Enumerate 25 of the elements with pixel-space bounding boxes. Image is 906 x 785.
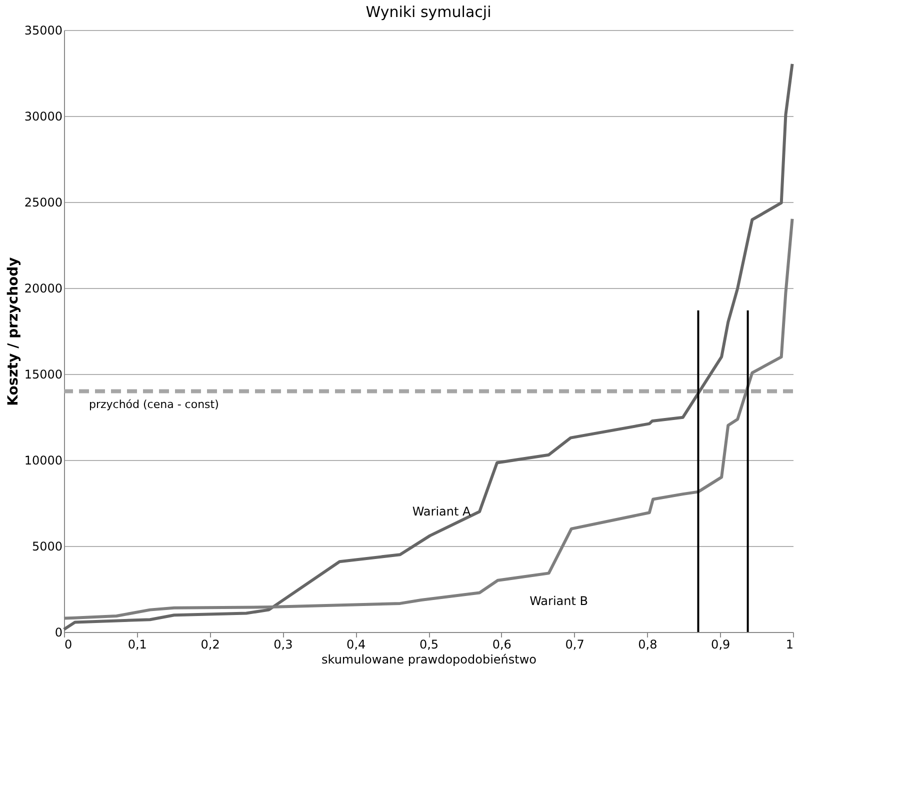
y-tick-label: 30000	[24, 110, 62, 124]
x-tick-label: 0,9	[711, 638, 730, 652]
x-tick-label: 0	[64, 638, 72, 652]
y-axis-title: Koszty / przychody	[5, 257, 22, 406]
x-tick-label: 0,7	[565, 638, 584, 652]
y-tick-label: 25000	[24, 196, 62, 210]
chart-title: Wyniki symulacji	[366, 3, 492, 21]
x-axis-title: skumulowane prawdopodobieństwo	[321, 652, 537, 666]
y-tick-label: 0	[54, 626, 62, 640]
y-tick-label: 20000	[24, 282, 62, 296]
x-tick-label: 0,8	[638, 638, 658, 652]
x-tick-label: 0,1	[128, 638, 147, 652]
y-tick-label: 5000	[32, 540, 62, 554]
y-tick-label: 10000	[24, 454, 62, 468]
x-tick-label: 0,3	[274, 638, 293, 652]
x-tick-label: 0,5	[419, 638, 439, 652]
y-tick-label: 35000	[24, 24, 62, 38]
x-tick-label: 0,2	[200, 638, 220, 652]
x-tick-label: 0,4	[346, 638, 366, 652]
ref-line-label: przychód (cena - const)	[89, 398, 219, 412]
x-tick-label: 0,6	[492, 638, 512, 652]
series-label: Wariant A	[412, 504, 472, 519]
series-label: Wariant B	[530, 594, 588, 608]
x-tick-label: 1	[786, 638, 794, 652]
y-tick-label: 15000	[24, 368, 62, 382]
